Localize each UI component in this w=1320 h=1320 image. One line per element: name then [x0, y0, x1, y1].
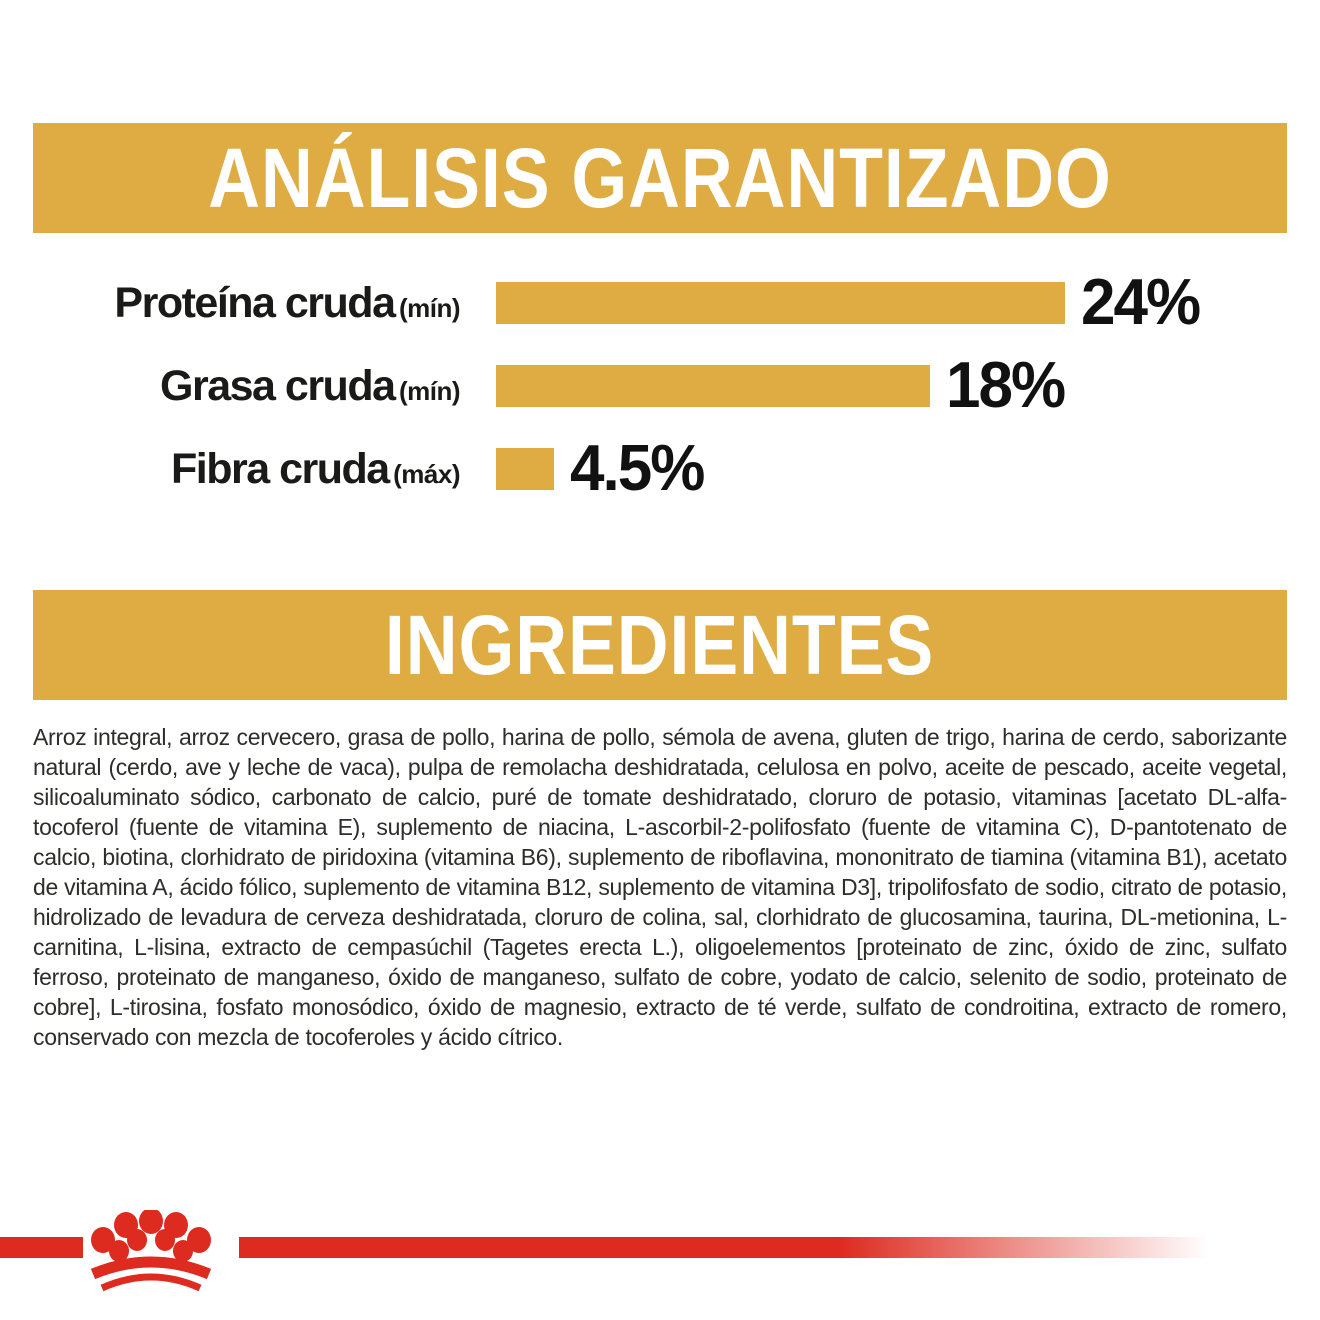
nutrient-name: Proteína cruda: [114, 278, 396, 327]
nutrient-name: Grasa cruda: [160, 361, 396, 410]
chart-row-fat: Grasa cruda (mín) 18%: [33, 353, 1287, 418]
analysis-title: ANÁLISIS GARANTIZADO: [208, 129, 1112, 225]
guaranteed-analysis-chart: Proteína cruda (mín) 24% Grasa cruda (mí…: [33, 270, 1287, 501]
red-stripe-left: [0, 1237, 83, 1258]
ingredients-banner: INGREDIENTES: [33, 590, 1287, 700]
value-protein: 24%: [1081, 266, 1201, 339]
nutrient-label-protein: Proteína cruda (mín): [33, 279, 496, 328]
ingredients-text: Arroz integral, arroz cervecero, grasa d…: [33, 724, 1287, 1050]
chart-row-protein: Proteína cruda (mín) 24%: [33, 270, 1287, 335]
chart-row-fiber: Fibra cruda (máx) 4.5%: [33, 436, 1287, 501]
red-stripe-right: [239, 1237, 1239, 1258]
nutrient-name: Fibra cruda: [171, 444, 390, 493]
royal-canin-crown-logo-icon: [90, 1210, 212, 1292]
nutrient-label-fat: Grasa cruda (mín): [33, 362, 496, 411]
nutrient-qualifier: (mín): [398, 375, 461, 406]
bar-protein: [496, 282, 1065, 324]
analysis-banner: ANÁLISIS GARANTIZADO: [33, 123, 1287, 233]
bar-fat: [496, 365, 930, 407]
nutrient-label-fiber: Fibra cruda (máx): [33, 445, 496, 494]
bar-fiber: [496, 448, 554, 490]
ingredients-title: INGREDIENTES: [385, 596, 935, 692]
nutrient-qualifier: (máx): [393, 458, 460, 489]
value-fiber: 4.5%: [570, 432, 705, 505]
value-fat: 18%: [946, 349, 1066, 422]
nutrient-qualifier: (mín): [398, 292, 461, 323]
